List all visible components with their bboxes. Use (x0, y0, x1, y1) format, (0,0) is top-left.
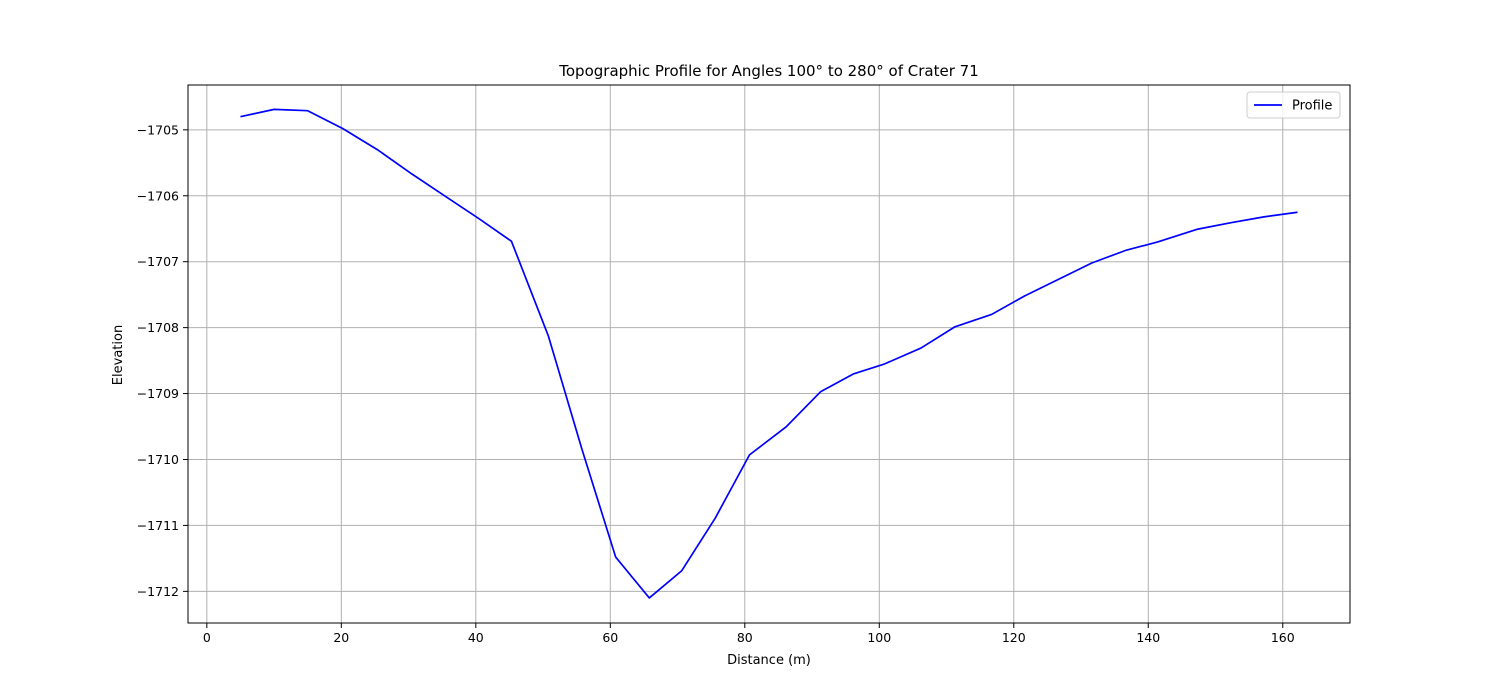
x-tick-label: 140 (1136, 630, 1160, 645)
y-tick-label: −1709 (137, 386, 179, 401)
y-tick-label: −1711 (137, 518, 179, 533)
x-tick-label: 120 (1002, 630, 1026, 645)
plot-frame (187, 84, 1351, 624)
legend-box (1246, 91, 1341, 119)
y-tick-label: −1710 (137, 452, 179, 467)
x-tick-label: 40 (468, 630, 484, 645)
y-tick-label: −1707 (137, 254, 179, 269)
x-axis: 0 20 40 60 80 100 120 140 160 (203, 623, 1295, 645)
y-axis: −1712 −1711 −1710 −1709 −1708 −1707 −1706 −1705 (137, 122, 188, 599)
x-tick-label: 80 (737, 630, 753, 645)
y-tick-label: −1708 (137, 320, 179, 335)
x-tick-label: 160 (1271, 630, 1295, 645)
chart-title: Topographic Profile for Angles 100° to 2… (558, 62, 978, 80)
x-axis-label: Distance (m) (727, 653, 811, 668)
y-tick-label: −1706 (137, 188, 179, 203)
legend: Profile (1246, 91, 1341, 119)
y-axis-label: Elevation (111, 325, 126, 385)
y-tick-label: −1705 (137, 122, 179, 137)
series-layer (240, 108, 1298, 599)
series-line-profile (240, 108, 1298, 599)
x-tick-label: 60 (602, 630, 618, 645)
grid (188, 85, 1350, 623)
x-tick-label: 0 (203, 630, 211, 645)
x-tick-label: 20 (333, 630, 349, 645)
y-tick-label: −1712 (137, 584, 179, 599)
legend-label: Profile (1292, 99, 1332, 114)
x-tick-label: 100 (867, 630, 891, 645)
